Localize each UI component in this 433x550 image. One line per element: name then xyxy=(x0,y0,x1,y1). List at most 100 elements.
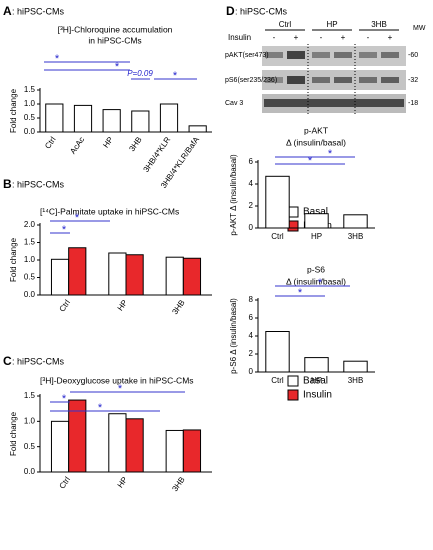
y-axis-label: Fold change xyxy=(9,88,18,133)
sign: - xyxy=(367,33,370,42)
y-tick-label: 1.0 xyxy=(24,255,36,264)
y-tick-label: 0.0 xyxy=(24,127,36,136)
x-tick-label: HP xyxy=(116,298,130,312)
y-tick-label: 0.5 xyxy=(24,442,36,451)
x-tick-label: AcAc xyxy=(68,135,86,155)
y-tick-label: 4 xyxy=(249,179,254,188)
bar xyxy=(182,257,202,296)
x-tick-label: 3HB xyxy=(348,232,364,241)
bar xyxy=(50,420,70,473)
bar xyxy=(45,103,64,133)
bar xyxy=(165,429,184,473)
y-tick-label: 1.5 xyxy=(24,391,36,400)
mw-marker: -32 xyxy=(408,77,418,84)
y-tick-label: 4 xyxy=(249,331,254,340)
annotation: * xyxy=(62,224,67,236)
annotation: * xyxy=(115,61,120,73)
y-tick-label: 0.5 xyxy=(24,113,36,122)
y-axis-label: Fold change xyxy=(9,411,18,456)
bar xyxy=(265,175,290,229)
bar xyxy=(125,418,144,473)
y-tick-label: 0.0 xyxy=(24,290,36,299)
annotation: * xyxy=(62,393,67,405)
sign: + xyxy=(388,33,393,42)
bar xyxy=(131,110,150,133)
annotation: * xyxy=(308,155,313,167)
bar xyxy=(265,331,290,373)
x-tick-label: 3HB xyxy=(170,298,186,316)
y-tick-label: 1.0 xyxy=(24,99,36,108)
x-tick-label: Ctrl xyxy=(271,376,284,385)
y-tick-label: 0 xyxy=(249,223,254,232)
annotation: * xyxy=(75,212,80,224)
bar xyxy=(159,103,179,133)
blot-row-label: Cav 3 xyxy=(225,100,243,107)
panel-letter: C xyxy=(3,354,12,368)
y-tick-label: 1.0 xyxy=(24,416,36,425)
bar xyxy=(125,254,144,296)
x-tick-label: 3HB xyxy=(348,376,364,385)
axes xyxy=(39,88,212,133)
blot-row-label: pS6(ser235/236) xyxy=(225,77,277,84)
annotation: * xyxy=(328,148,333,160)
legend-label: Basal xyxy=(303,207,328,218)
annotation: * xyxy=(98,402,103,414)
bar xyxy=(108,252,127,296)
panel-title: : hiPSC-CMs xyxy=(235,6,288,16)
lane-group: HP xyxy=(326,20,337,29)
mw-marker: -60 xyxy=(408,52,418,59)
chart-title: Δ (insulin/basal) xyxy=(286,137,346,147)
x-tick-label: Ctrl xyxy=(271,232,284,241)
y-tick-label: 0 xyxy=(249,367,254,376)
mw-marker: -18 xyxy=(408,100,418,107)
y-tick-label: 2 xyxy=(249,349,254,358)
chart-title: Δ (insulin/basal) xyxy=(286,276,346,286)
x-tick-label: 3HB xyxy=(170,475,186,493)
panel-title: : hiPSC-CMs xyxy=(12,356,65,366)
bar xyxy=(165,256,184,296)
y-tick-label: 1.5 xyxy=(24,238,36,247)
sign: + xyxy=(294,33,299,42)
chart-title: [³H]-Chloroquine accumulation xyxy=(58,24,173,34)
bar xyxy=(50,258,70,296)
chart-title: p-S6 xyxy=(307,264,325,274)
x-tick-label: 3HB xyxy=(127,135,143,153)
y-axis-label: p-AKT Δ (insulin/basal) xyxy=(229,154,238,236)
bar xyxy=(68,399,87,473)
panel-letter: D xyxy=(226,4,235,18)
annotation: P=0.09 xyxy=(127,69,153,78)
y-tick-label: 1.5 xyxy=(24,85,36,94)
bar xyxy=(68,247,87,296)
x-tick-label: HP xyxy=(101,135,115,149)
legend-label: Insulin xyxy=(303,390,332,401)
bar xyxy=(73,104,93,133)
lane-group: 3HB xyxy=(371,20,387,29)
chart-title: in hiPSC-CMs xyxy=(88,35,141,45)
annotation: * xyxy=(118,383,123,395)
panel-title: : hiPSC-CMs xyxy=(12,6,65,16)
panel-title: : hiPSC-CMs xyxy=(12,179,65,189)
annotation: * xyxy=(298,287,303,299)
y-tick-label: 2 xyxy=(249,201,254,210)
bar xyxy=(182,429,202,473)
sign: - xyxy=(320,33,323,42)
x-tick-label: HP xyxy=(311,376,322,385)
x-tick-label: 3HB/4*KLR xyxy=(142,135,173,174)
bar xyxy=(343,214,368,229)
x-tick-label: HP xyxy=(116,475,130,489)
bar xyxy=(108,413,127,473)
chart-title: [¹⁴C]-Palmitate uptake in hiPSC-CMs xyxy=(40,206,179,216)
chart-title: p-AKT xyxy=(304,125,328,135)
panel-letter: B xyxy=(3,177,12,191)
panel-letter: A xyxy=(3,4,12,18)
treatment-label: Insulin xyxy=(228,33,251,42)
y-tick-label: 2.0 xyxy=(24,220,36,229)
bar xyxy=(188,125,207,133)
bar xyxy=(304,213,329,229)
bar xyxy=(343,360,368,373)
y-tick-label: 8 xyxy=(249,295,254,304)
legend-swatch xyxy=(287,389,299,401)
y-axis-label: Fold change xyxy=(9,237,18,282)
bands xyxy=(264,51,404,107)
